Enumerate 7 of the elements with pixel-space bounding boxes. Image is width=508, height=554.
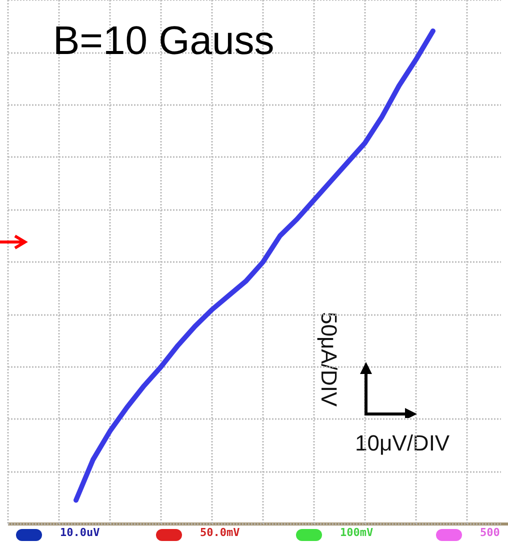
text: 500 [480,526,500,539]
text: 10.0uV [60,526,100,539]
x-axis-title: 10μV/DIV [355,430,450,456]
y-axis-title: 50μA/DIV [316,312,342,407]
chart-title: B=10 Gauss [53,19,274,63]
text: 100mV [340,526,374,539]
text: 50.0mV [200,526,240,539]
